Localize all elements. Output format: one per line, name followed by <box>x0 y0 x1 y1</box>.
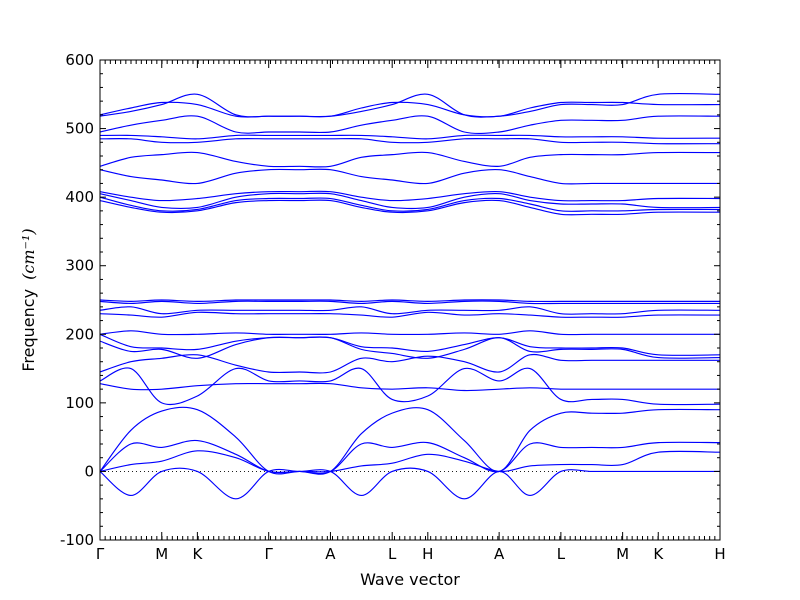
band-line-14 <box>99 299 720 303</box>
band-line-5 <box>99 382 720 392</box>
y-tick-label: -100 <box>60 531 94 549</box>
band-line-4 <box>99 450 721 474</box>
band-line-23 <box>99 115 721 135</box>
band-line-18 <box>99 190 721 202</box>
y-axis-label: Frequency (cm⁻¹) <box>19 228 38 371</box>
band-line-21 <box>99 138 721 145</box>
y-tick-label: 400 <box>65 188 94 206</box>
band-line-8 <box>99 336 721 359</box>
x-tick-label: Γ <box>265 545 274 563</box>
band-line-25 <box>99 101 721 118</box>
x-tick-label: Γ <box>96 545 105 563</box>
band-line-9 <box>99 333 721 356</box>
x-axis-label: Wave vector <box>360 570 460 589</box>
x-tick-label: H <box>714 545 725 563</box>
band-line-17 <box>99 192 721 210</box>
band-line-20 <box>99 151 721 168</box>
x-tick-label: H <box>422 545 433 563</box>
x-tick-label: A <box>325 545 336 563</box>
x-tick-label: K <box>653 545 664 563</box>
band-line-15 <box>99 199 721 216</box>
band-line-24 <box>99 92 721 118</box>
band-line-22 <box>99 134 721 140</box>
x-tick-label: K <box>192 545 203 563</box>
band-line-13 <box>99 300 720 305</box>
labels-layer: -100 0 100 200 300 400 500 600 Γ M K Γ A L H A L M K H <box>60 51 726 563</box>
bands-layer <box>99 92 721 500</box>
x-tick-label: L <box>557 545 566 563</box>
y-axis-label-text: Frequency <box>19 289 38 372</box>
x-tick-label: L <box>388 545 397 563</box>
plot-frame <box>99 59 721 541</box>
band-line-6 <box>99 367 721 406</box>
x-tick-label: M <box>616 545 629 563</box>
y-tick-label: 300 <box>65 257 94 275</box>
y-tick-label: 500 <box>65 120 94 138</box>
band-line-19 <box>99 168 720 185</box>
y-axis-label-unit: (cm⁻¹) <box>19 228 38 279</box>
band-line-16 <box>99 196 721 212</box>
band-line-1 <box>99 467 720 500</box>
band-line-2 <box>99 439 721 475</box>
band-line-7 <box>99 353 720 374</box>
y-tick-label: 200 <box>65 325 94 343</box>
y-tick-label: 600 <box>65 51 94 69</box>
x-tick-label: M <box>155 545 168 563</box>
y-tick-label: 100 <box>65 394 94 412</box>
band-line-10 <box>99 330 720 336</box>
band-line-3 <box>99 406 721 475</box>
band-line-11 <box>99 311 721 318</box>
band-line-12 <box>99 306 721 315</box>
x-tick-label: A <box>494 545 505 563</box>
y-tick-label: 0 <box>84 462 94 480</box>
